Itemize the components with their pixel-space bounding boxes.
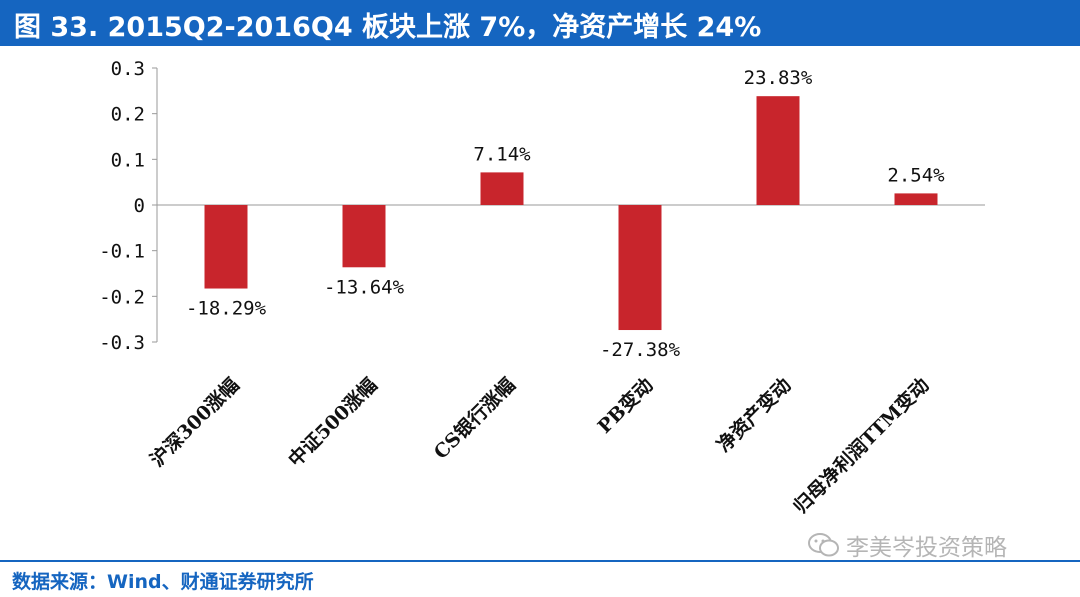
y-tick-label: 0 (134, 195, 145, 217)
bar (480, 172, 524, 205)
y-tick-label: 0.2 (111, 104, 145, 126)
bar-chart: 0.3 0.2 0.1 0 -0.1 -0.2 -0.3 -18.29% 沪深300涨幅 -13… (99, 58, 985, 518)
data-label: 23.83% (744, 67, 813, 89)
source-note: 数据来源：Wind、财通证券研究所 (12, 571, 314, 593)
data-label: -18.29% (186, 298, 267, 320)
bar (756, 96, 800, 205)
data-label: 7.14% (473, 143, 531, 165)
y-tick-label: -0.1 (99, 241, 145, 263)
category-label: 归母净利润TTM变动 (789, 373, 934, 518)
axis-layer: 0.3 0.2 0.1 0 -0.1 -0.2 -0.3 (99, 58, 985, 354)
label-layer: -18.29% 沪深300涨幅 -13.64% 中证500涨幅 7.14% CS银行涨幅 -… (145, 67, 945, 518)
data-label: -27.38% (600, 339, 681, 361)
bar (618, 205, 662, 331)
wechat-icon (808, 533, 839, 557)
watermark-text: 李美岑投资策略 (846, 535, 1007, 561)
bar (342, 205, 386, 268)
title-bar: 图 33. 2015Q2-2016Q4 板块上涨 7%，净资产增长 24% (0, 0, 1080, 46)
y-tick-label: -0.3 (99, 332, 145, 354)
category-label: 净资产变动 (712, 373, 795, 456)
category-label: PB变动 (593, 373, 658, 438)
y-tick-label: -0.2 (99, 286, 145, 308)
bar (894, 193, 938, 205)
watermark: 李美岑投资策略 (808, 528, 1007, 562)
y-tick-label: 0.1 (111, 149, 145, 171)
bar-layer (204, 96, 938, 331)
data-label: -13.64% (324, 276, 405, 298)
category-label: 沪深300涨幅 (145, 373, 243, 471)
category-label: CS银行涨幅 (429, 373, 519, 463)
category-label: 中证500涨幅 (283, 373, 381, 471)
y-tick-label: 0.3 (111, 58, 145, 80)
bar (204, 205, 248, 289)
chart-title: 图 33. 2015Q2-2016Q4 板块上涨 7%，净资产增长 24% (14, 12, 762, 43)
data-label: 2.54% (887, 164, 945, 186)
source-divider (0, 560, 1080, 562)
